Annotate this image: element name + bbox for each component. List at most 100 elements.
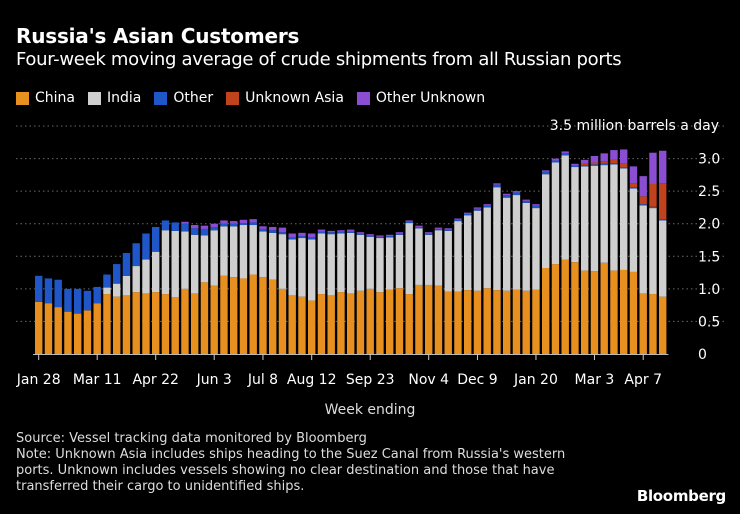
bar-segment-other-unknown: [473, 207, 482, 209]
bar-segment-other-unknown: [610, 150, 618, 160]
bar-segment-other-unknown: [337, 230, 345, 232]
bloomberg-logo: Bloomberg: [636, 487, 726, 505]
legend-swatch-other-unknown: [356, 91, 370, 105]
bar-segment-india: [600, 165, 608, 263]
bar-segment-india: [366, 236, 374, 289]
bar-segment-india: [113, 283, 121, 297]
bar-segment-china: [308, 300, 316, 354]
legend-label-india: India: [107, 90, 142, 106]
bar-segment-india: [220, 226, 228, 276]
bar-segment-other-unknown: [503, 193, 511, 196]
bar-segment-other-unknown: [425, 232, 433, 234]
bar-segment-other: [610, 163, 618, 165]
bar-segment-unknown-asia: [581, 163, 589, 166]
bar-segment-other: [376, 236, 384, 239]
bar-segment-other-unknown: [327, 230, 335, 233]
bar-segment-other-unknown: [659, 150, 667, 184]
bar-segment-india: [610, 164, 618, 271]
bar-segment-other-unknown: [600, 153, 608, 162]
legend-item-unknown-asia: Unknown Asia: [226, 90, 344, 106]
bar-segment-other-unknown: [444, 228, 452, 230]
bar-segment-india: [483, 207, 491, 289]
bar-segment-india: [444, 230, 452, 292]
bar-segment-china: [249, 274, 257, 354]
bar-segment-other: [590, 164, 599, 166]
bar-segment-india: [561, 155, 569, 260]
bar-segment-india: [395, 234, 404, 289]
bar-segment-india: [581, 166, 589, 271]
bar-segment-china: [581, 270, 589, 354]
bar-segment-china: [366, 288, 374, 354]
y-tick-label: 2.5: [698, 184, 720, 200]
bar-segment-india: [181, 231, 189, 289]
bar-segment-other-unknown: [347, 229, 355, 232]
bar-segment-other-unknown: [629, 166, 638, 184]
bar-segment-india: [473, 210, 482, 291]
bar-segment-china: [503, 290, 511, 354]
bar-segment-unknown-asia: [600, 161, 608, 164]
legend-swatch-other: [154, 91, 168, 105]
bar-segment-other-unknown: [464, 212, 472, 214]
x-tick-label: Jul 8: [247, 372, 278, 388]
bar-segment-other: [395, 233, 404, 235]
bar-segment-other-unknown: [181, 221, 189, 224]
bar-segment-other-unknown: [317, 229, 326, 232]
x-tick-label: Nov 4: [408, 372, 449, 388]
y-tick-label: 1.5: [698, 249, 720, 265]
x-axis: Jan 28 Mar 11 Apr 22 Jun 3 Jul 8 Aug 12 Sep 23…: [16, 354, 669, 388]
bar-segment-other-unknown: [483, 204, 491, 206]
bar-segment-china: [386, 289, 394, 354]
legend-label-unknown-asia: Unknown Asia: [245, 90, 344, 106]
y-axis-unit-label: 3.5 million barrels a day: [550, 118, 719, 134]
x-tick-label: Apr 7: [624, 372, 662, 388]
bar-segment-china: [415, 284, 423, 354]
bar-segment-other-unknown: [239, 219, 248, 224]
bar-segment-india: [239, 225, 248, 279]
bar-segment-india: [200, 235, 209, 283]
bar-segment-other: [152, 226, 160, 252]
bar-segment-china: [171, 297, 179, 354]
source-note: Source: Vessel tracking data monitored b…: [16, 431, 367, 446]
bar-segment-other: [532, 205, 540, 209]
bar-segment-other-unknown: [620, 149, 628, 164]
bar-segment-other: [288, 237, 296, 240]
bar-segment-other: [298, 236, 306, 239]
bar-segment-china: [230, 277, 238, 354]
bar-segment-india: [464, 215, 472, 291]
bar-segment-other: [220, 223, 228, 227]
bar-segment-other: [210, 226, 218, 231]
y-tick-label: 2.0: [698, 217, 720, 233]
legend-swatch-china: [16, 91, 29, 105]
bar-segment-india: [532, 208, 540, 290]
note-line-1: Note: Unknown Asia includes ships headin…: [16, 447, 566, 462]
bar-segment-other-unknown: [590, 155, 599, 163]
bar-segment-other: [337, 231, 345, 234]
bar-segment-other: [347, 231, 355, 233]
bar-segment-other-unknown: [269, 226, 277, 231]
x-tick-label: Mar 3: [575, 372, 615, 388]
bar-segment-india: [512, 195, 521, 290]
bar-segment-china: [405, 294, 413, 354]
bar-segment-other: [444, 229, 452, 231]
bar-segment-other: [74, 288, 82, 314]
legend-item-other-unknown: Other Unknown: [356, 90, 485, 106]
bar-segment-india: [415, 228, 423, 285]
bar-segment-china: [181, 288, 189, 354]
bar-segment-china: [659, 296, 667, 354]
bar-segment-china: [83, 310, 92, 354]
bar-segment-other-unknown: [493, 183, 501, 185]
bar-segment-india: [376, 238, 384, 293]
bar-segment-india: [347, 232, 355, 294]
bar-segment-other: [551, 160, 560, 163]
bar-segment-other-unknown: [386, 234, 394, 237]
bar-segment-other: [561, 153, 569, 156]
bar-segment-other: [649, 206, 657, 209]
bar-segment-other: [278, 232, 287, 235]
bar-segment-other: [269, 230, 277, 233]
bar-segment-china: [278, 288, 287, 354]
bar-segment-other-unknown: [220, 220, 228, 224]
bar-segment-india: [405, 223, 413, 295]
bar-segment-other-unknown: [581, 159, 589, 164]
bar-segment-india: [659, 220, 667, 297]
bar-segment-other-unknown: [191, 225, 199, 229]
